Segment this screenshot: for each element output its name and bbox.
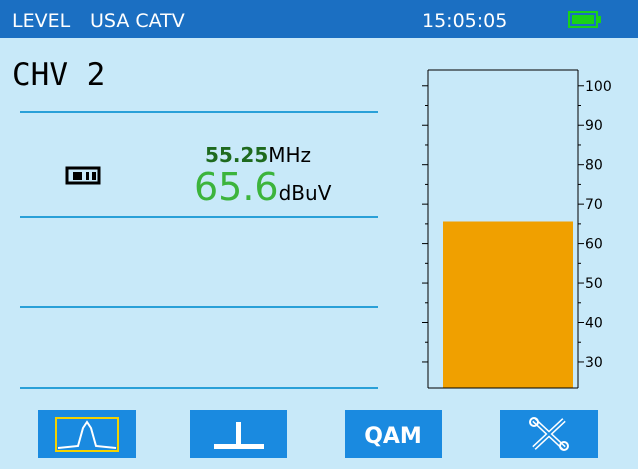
level-unit: dBuV	[279, 181, 332, 205]
level-value: 65.6	[194, 165, 279, 209]
separators	[20, 111, 378, 389]
tick-label: 90	[585, 118, 603, 134]
tools-button[interactable]	[500, 410, 598, 458]
level: 65.6dBuV	[194, 165, 332, 209]
meter: 100 90 80 70 60 50 40 30	[422, 69, 612, 389]
signal-icon	[65, 166, 101, 185]
level-bar	[443, 221, 573, 388]
softkeys: QAM	[38, 410, 598, 458]
clock: 15:05:05	[422, 10, 507, 32]
ground-button[interactable]	[190, 410, 287, 458]
tick-label: 40	[585, 316, 603, 332]
frequency-unit: MHz	[268, 143, 311, 167]
tick-label: 30	[585, 355, 603, 371]
qam-label: QAM	[364, 424, 422, 449]
tick-label: 70	[585, 197, 603, 213]
channel: CHV 2	[12, 57, 105, 93]
qam-button[interactable]: QAM	[345, 410, 442, 458]
battery	[568, 11, 601, 28]
status-bar	[0, 0, 638, 38]
standard: USA CATV	[90, 10, 185, 32]
tick-label: 100	[585, 79, 612, 95]
frequency-value: 55.25	[205, 143, 268, 167]
tick-label: 60	[585, 237, 603, 253]
tick-label: 50	[585, 276, 603, 292]
mode: LEVEL	[12, 10, 71, 32]
tick-label: 80	[585, 158, 603, 174]
frequency: 55.25MHz	[205, 143, 311, 167]
spectrum-button[interactable]	[38, 410, 136, 458]
